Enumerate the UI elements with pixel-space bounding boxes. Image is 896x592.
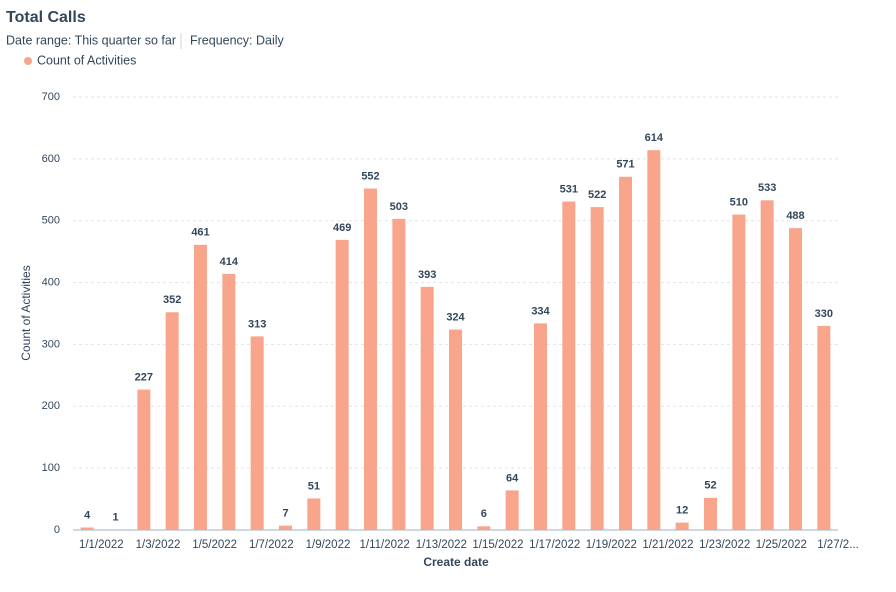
x-tick-label: 1/15/2022 [472, 539, 523, 551]
x-tick-label: 1/23/2022 [699, 539, 750, 551]
bar [109, 529, 122, 530]
y-tick-label: 200 [42, 400, 60, 412]
bar [279, 525, 292, 530]
x-tick-label: 1/17/2022 [529, 539, 580, 551]
y-axis-title: Count of Activities [19, 265, 33, 360]
x-tick-label: 1/1/2022 [79, 539, 124, 551]
subtitle: Frequency: Daily [190, 33, 285, 47]
data-label: 52 [704, 480, 716, 492]
y-tick-label: 100 [42, 462, 60, 474]
bar [477, 526, 491, 530]
bar [760, 200, 774, 530]
x-tick-label: 1/27/2... [817, 539, 859, 551]
data-label: 614 [645, 132, 664, 144]
data-label: 64 [506, 472, 519, 484]
x-tick-label: 1/11/2022 [360, 539, 410, 551]
y-tick-label: 0 [54, 524, 60, 536]
bar [307, 498, 321, 530]
data-label: 7 [282, 508, 288, 520]
bar [222, 273, 236, 530]
data-label: 510 [730, 196, 748, 208]
bar [165, 312, 179, 530]
data-label: 313 [248, 318, 266, 330]
bar [675, 522, 689, 530]
data-label: 227 [135, 371, 153, 383]
data-label: 414 [220, 256, 239, 268]
data-label: 461 [191, 227, 209, 239]
bar [704, 497, 717, 530]
bar [505, 490, 519, 530]
bar [647, 150, 661, 530]
chart-title: Total Calls [6, 9, 86, 26]
bar [80, 527, 94, 530]
data-label: 393 [418, 269, 436, 281]
bar [732, 214, 746, 530]
data-label: 4 [84, 509, 91, 521]
legend-swatch [24, 57, 32, 65]
data-label: 12 [676, 504, 688, 516]
bar [562, 201, 576, 530]
bar [364, 188, 377, 530]
y-tick-label: 500 [42, 215, 60, 227]
y-tick-label: 700 [42, 91, 60, 103]
data-label: 1 [112, 511, 118, 523]
legend-label[interactable]: Count of Activities [37, 53, 136, 67]
bar [250, 336, 264, 530]
bar [335, 239, 349, 530]
bar [392, 218, 406, 530]
data-label: 334 [531, 305, 550, 317]
x-tick-label: 1/3/2022 [136, 539, 181, 551]
x-tick-label: 1/9/2022 [306, 539, 351, 551]
bar [590, 207, 604, 530]
data-label: 522 [588, 189, 606, 201]
x-tick-label: 1/7/2022 [249, 539, 294, 551]
subtitle: Date range: This quarter so far [6, 33, 176, 47]
data-label: 552 [361, 170, 379, 182]
bar [449, 329, 462, 530]
y-tick-label: 600 [42, 153, 60, 165]
x-tick-label: 1/13/2022 [416, 539, 467, 551]
bar [619, 176, 632, 530]
data-label: 324 [446, 311, 465, 323]
data-label: 531 [560, 183, 578, 195]
x-axis-title: Create date [423, 555, 489, 569]
data-label: 352 [163, 294, 181, 306]
y-tick-label: 300 [42, 338, 60, 350]
bar [137, 389, 151, 530]
data-label: 51 [308, 480, 320, 492]
data-label: 533 [758, 182, 776, 194]
x-tick-label: 1/5/2022 [192, 539, 237, 551]
bar [534, 323, 547, 530]
data-label: 6 [481, 508, 487, 520]
x-tick-label: 1/25/2022 [756, 539, 807, 551]
data-label: 330 [815, 308, 833, 320]
data-label: 571 [616, 159, 634, 171]
y-tick-label: 400 [42, 276, 60, 288]
bar [817, 325, 831, 530]
bar [789, 228, 802, 530]
data-label: 488 [786, 210, 804, 222]
bar [420, 286, 434, 530]
x-tick-label: 1/19/2022 [586, 539, 637, 551]
data-label: 469 [333, 222, 351, 234]
bar [194, 244, 207, 531]
x-tick-label: 1/21/2022 [642, 539, 693, 551]
data-label: 503 [390, 201, 408, 213]
